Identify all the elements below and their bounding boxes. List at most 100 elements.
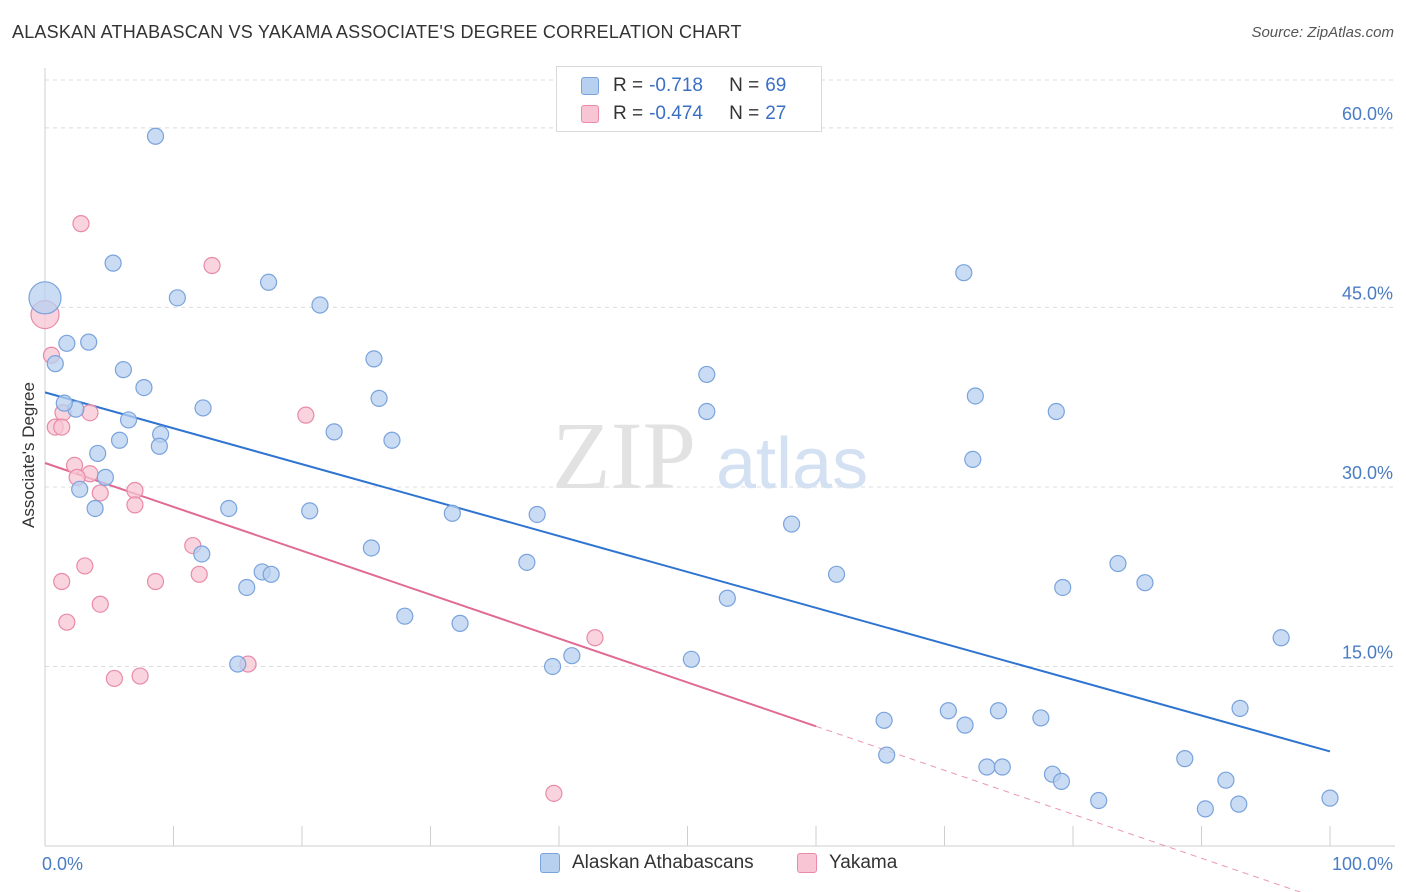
data-point-athabascan[interactable] [1109,554,1127,573]
data-point-athabascan[interactable] [1176,750,1194,768]
data-point-yakama[interactable] [190,565,208,583]
data-point-athabascan[interactable] [782,515,801,533]
data-point-athabascan[interactable] [362,539,380,557]
data-point-athabascan[interactable] [262,565,280,583]
data-point-athabascan[interactable] [110,431,129,449]
data-point-athabascan[interactable] [229,655,247,673]
legend-swatch-blue [581,77,599,95]
data-point-athabascan[interactable] [89,444,107,463]
trend-lines [44,391,1331,892]
data-point-yakama[interactable] [53,572,71,591]
data-point-athabascan[interactable] [443,504,461,522]
data-point-athabascan[interactable] [71,480,89,498]
data-point-athabascan[interactable] [80,333,98,351]
data-point-athabascan[interactable] [96,468,114,486]
legend-row-athabascan: R = -0.718 N = 69 [581,72,786,100]
data-point-athabascan[interactable] [238,578,256,597]
data-point-athabascan[interactable] [878,746,896,764]
data-point-athabascan[interactable] [1231,699,1249,717]
watermark-atlas: atlas [716,424,868,504]
data-point-athabascan[interactable] [518,553,536,571]
data-point-yakama[interactable] [72,215,90,233]
legend-item-yakama[interactable]: Yakama [797,852,897,874]
data-point-athabascan[interactable] [146,127,165,145]
data-point-athabascan[interactable] [55,394,73,412]
data-point-athabascan[interactable] [58,334,76,352]
data-point-athabascan[interactable] [259,273,278,291]
data-point-yakama[interactable] [586,629,604,647]
data-point-athabascan[interactable] [989,702,1008,720]
data-point-yakama[interactable] [146,572,165,591]
legend-swatch-blue [540,853,560,873]
data-point-athabascan[interactable] [396,607,414,625]
data-point-athabascan[interactable] [301,502,319,520]
legend-r-label: R = [613,103,644,124]
data-point-athabascan[interactable] [1321,789,1339,807]
data-point-athabascan[interactable] [104,254,122,272]
data-point-athabascan[interactable] [964,450,982,469]
data-point-athabascan[interactable] [1272,629,1290,647]
data-point-athabascan[interactable] [966,387,984,405]
data-point-athabascan[interactable] [955,264,973,282]
data-point-athabascan[interactable] [168,289,186,307]
data-point-athabascan[interactable] [325,423,343,441]
data-point-athabascan[interactable] [563,647,581,665]
data-point-athabascan[interactable] [993,758,1011,776]
data-point-athabascan[interactable] [86,499,104,518]
data-point-athabascan[interactable] [875,711,893,729]
source-note: Source: ZipAtlas.com [1251,24,1394,41]
data-point-athabascan[interactable] [698,402,716,421]
data-point-yakama[interactable] [53,418,71,436]
data-point-athabascan[interactable] [451,614,469,632]
data-point-athabascan[interactable] [46,355,64,373]
data-point-yakama[interactable] [58,613,76,631]
data-point-athabascan[interactable] [220,499,238,518]
data-point-athabascan[interactable] [194,399,212,417]
data-point-athabascan[interactable] [28,281,62,315]
data-point-athabascan[interactable] [311,296,329,314]
data-point-yakama[interactable] [81,404,99,422]
data-point-athabascan[interactable] [135,378,153,397]
data-point-athabascan[interactable] [827,565,846,583]
data-point-athabascan[interactable] [383,431,401,449]
data-point-athabascan[interactable] [1052,772,1071,790]
data-point-yakama[interactable] [545,784,563,802]
y-tick-label: 30.0% [1342,463,1393,483]
data-point-yakama[interactable] [105,669,123,688]
data-point-yakama[interactable] [126,496,144,514]
data-point-yakama[interactable] [76,557,94,575]
data-point-athabascan[interactable] [370,389,388,407]
data-point-yakama[interactable] [131,667,149,685]
data-point-athabascan[interactable] [365,350,383,368]
data-point-athabascan[interactable] [1090,791,1108,810]
data-point-athabascan[interactable] [193,545,211,563]
data-point-athabascan[interactable] [150,437,168,455]
data-point-athabascan[interactable] [718,589,736,607]
data-point-athabascan[interactable] [1196,800,1214,818]
data-point-athabascan[interactable] [1230,795,1248,813]
data-point-athabascan[interactable] [543,657,562,676]
data-point-athabascan[interactable] [1032,709,1050,727]
data-point-athabascan[interactable] [114,361,132,379]
data-point-athabascan[interactable] [528,505,546,524]
data-point-yakama[interactable] [297,406,315,424]
data-point-yakama[interactable] [126,481,144,500]
data-point-athabascan[interactable] [119,411,138,429]
data-point-athabascan[interactable] [978,758,996,776]
x-tick-label: 0.0% [42,854,83,874]
data-point-athabascan[interactable] [1047,402,1065,421]
legend-item-athabascans[interactable]: Alaskan Athabascans [540,852,754,874]
legend-n-value: 27 [765,103,787,124]
data-point-athabascan[interactable] [682,650,700,668]
data-point-yakama[interactable] [91,484,109,502]
data-point-athabascan[interactable] [939,702,957,720]
trend-line-yakama [44,462,817,728]
legend-n-label: N = [729,103,760,124]
data-point-athabascan[interactable] [1217,771,1235,789]
data-point-athabascan[interactable] [1136,574,1154,592]
data-point-athabascan[interactable] [956,716,974,734]
data-point-yakama[interactable] [91,595,109,613]
data-point-athabascan[interactable] [1054,578,1072,597]
data-point-athabascan[interactable] [698,365,716,384]
data-point-yakama[interactable] [203,256,221,275]
